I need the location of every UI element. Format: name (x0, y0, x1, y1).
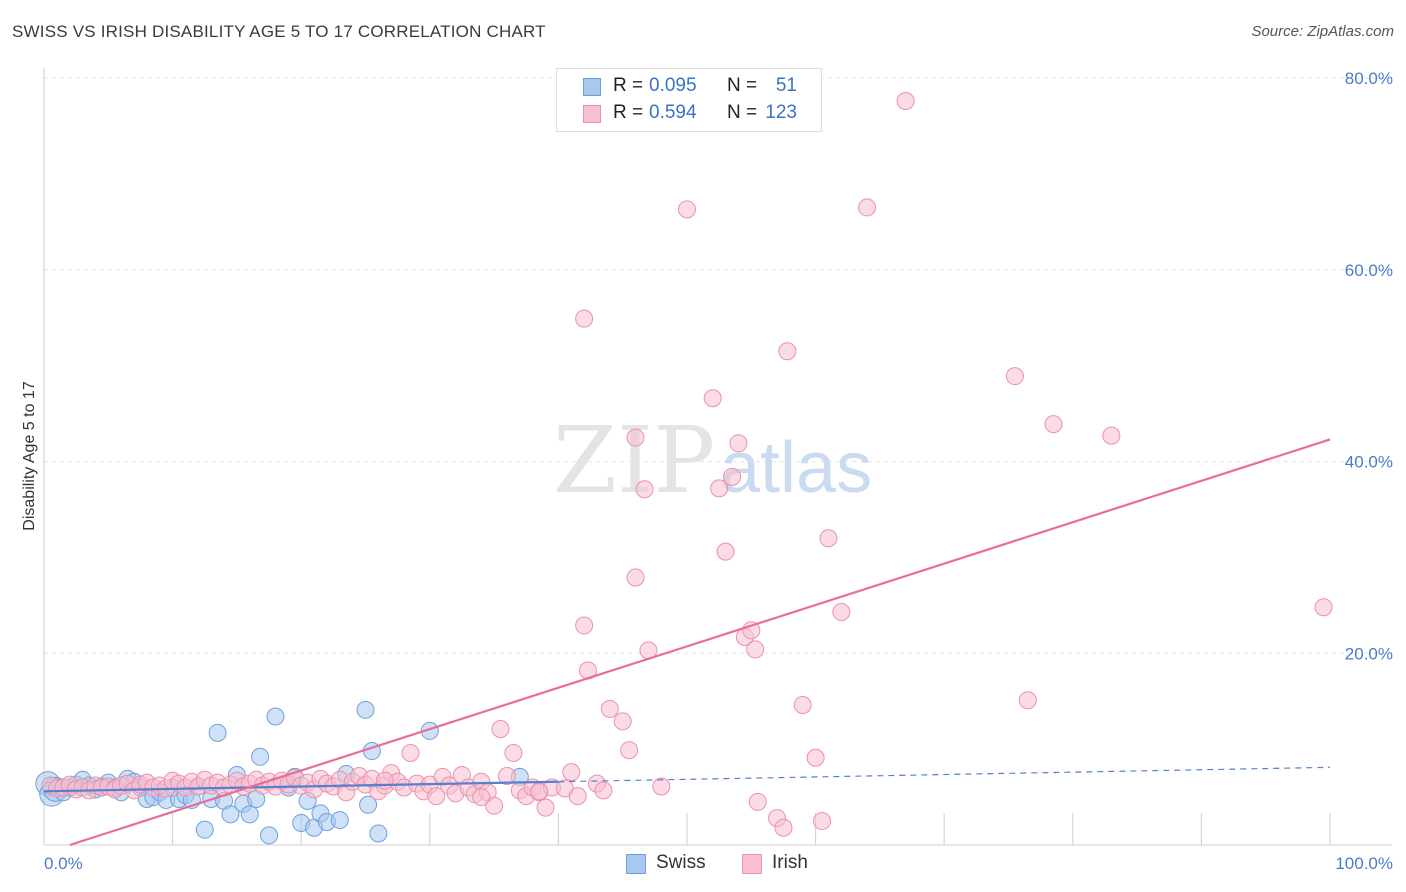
legend-r-label: R = (613, 102, 644, 123)
data-points (35, 92, 1333, 845)
data-point (896, 92, 915, 111)
bottom-legend-label-irish: Irish (772, 852, 808, 873)
watermark: ZIP atlas (553, 407, 872, 514)
data-point (427, 787, 446, 806)
data-point (600, 699, 619, 718)
correlation-legend: R = 0.095 N = 51 R = 0.594 N = 123 (556, 68, 822, 132)
data-point (240, 805, 259, 824)
data-point (626, 568, 645, 587)
data-point (832, 603, 851, 622)
data-point (652, 777, 671, 796)
data-point (195, 820, 214, 839)
watermark-zip: ZIP (553, 407, 715, 514)
data-point (635, 480, 654, 499)
data-point (710, 479, 729, 498)
legend-n-value: 123 (765, 102, 797, 123)
data-point (575, 309, 594, 328)
axes (43, 68, 1392, 846)
y-tick-label: 40.0% (1345, 453, 1393, 472)
data-point (375, 771, 394, 790)
data-point (626, 428, 645, 447)
data-point (401, 743, 420, 762)
data-point (536, 798, 555, 817)
data-point (858, 198, 877, 217)
legend-r-value: 0.594 (649, 102, 697, 123)
data-point (716, 542, 735, 561)
data-point (746, 640, 765, 659)
data-point (491, 719, 510, 738)
bottom-legend-swatch-swiss (626, 854, 646, 874)
bottom-legend-swiss: Swiss (626, 852, 726, 876)
data-point (813, 812, 832, 831)
x-tick-label: 100.0% (1335, 854, 1393, 873)
data-point (778, 342, 797, 361)
data-point (748, 792, 767, 811)
data-point (330, 811, 349, 830)
data-point (208, 723, 227, 742)
legend-swatch-irish (583, 105, 601, 123)
data-point (723, 467, 742, 486)
legend-swatch-swiss (583, 78, 601, 96)
data-point (1005, 367, 1024, 386)
data-point (1044, 415, 1063, 434)
legend-row-swiss: R = 0.095 N = 51 (583, 75, 797, 99)
data-point (613, 712, 632, 731)
data-point (485, 796, 504, 815)
data-point (594, 781, 613, 800)
trend-lines (43, 438, 1331, 847)
data-point (1102, 426, 1121, 445)
data-point (575, 616, 594, 635)
data-point (678, 200, 696, 219)
data-point (1314, 598, 1333, 617)
data-point (568, 787, 587, 806)
y-tick-label: 80.0% (1345, 69, 1393, 88)
data-point (703, 389, 722, 408)
data-point (1018, 691, 1037, 710)
legend-n-label: N = (727, 102, 758, 123)
x-tick-label: 0.0% (44, 854, 83, 873)
data-point (819, 529, 838, 548)
data-point (504, 743, 523, 762)
data-point (562, 763, 581, 782)
data-point (356, 700, 375, 719)
data-point (251, 747, 270, 766)
legend-r-value: 0.095 (649, 75, 697, 96)
data-point (359, 795, 378, 814)
trend-line-irish (69, 438, 1331, 847)
bottom-legend-irish: Irish (742, 852, 842, 876)
legend-r-label: R = (613, 75, 644, 96)
y-tick-label: 20.0% (1345, 644, 1393, 663)
data-point (221, 805, 240, 824)
y-axis-label: Disability Age 5 to 17 (21, 381, 38, 531)
data-point (266, 707, 285, 726)
data-point (260, 826, 279, 845)
data-point (806, 748, 825, 767)
data-point (369, 824, 388, 843)
y-tick-label: 60.0% (1345, 261, 1393, 280)
data-point (497, 766, 516, 785)
bottom-legend-swatch-irish (742, 854, 762, 874)
trend-line-extension (558, 766, 1331, 783)
bottom-legend-label-swiss: Swiss (656, 852, 706, 873)
data-point (472, 788, 491, 807)
data-point (729, 434, 748, 453)
data-point (774, 818, 793, 837)
data-point (530, 782, 549, 801)
chart-source: Source: ZipAtlas.com (1251, 23, 1394, 40)
legend-n-value: 51 (775, 75, 797, 96)
gridlines (44, 77, 1392, 654)
tick-labels: 20.0% 40.0% 60.0% 80.0% 0.0% 100.0% (44, 69, 1393, 873)
chart-title: SWISS VS IRISH DISABILITY AGE 5 TO 17 CO… (12, 22, 546, 41)
legend-row-irish: R = 0.594 N = 123 (583, 102, 797, 126)
legend-n-label: N = (727, 75, 758, 96)
data-point (620, 741, 639, 760)
data-point (793, 696, 812, 715)
trend-line-swiss (43, 780, 559, 793)
